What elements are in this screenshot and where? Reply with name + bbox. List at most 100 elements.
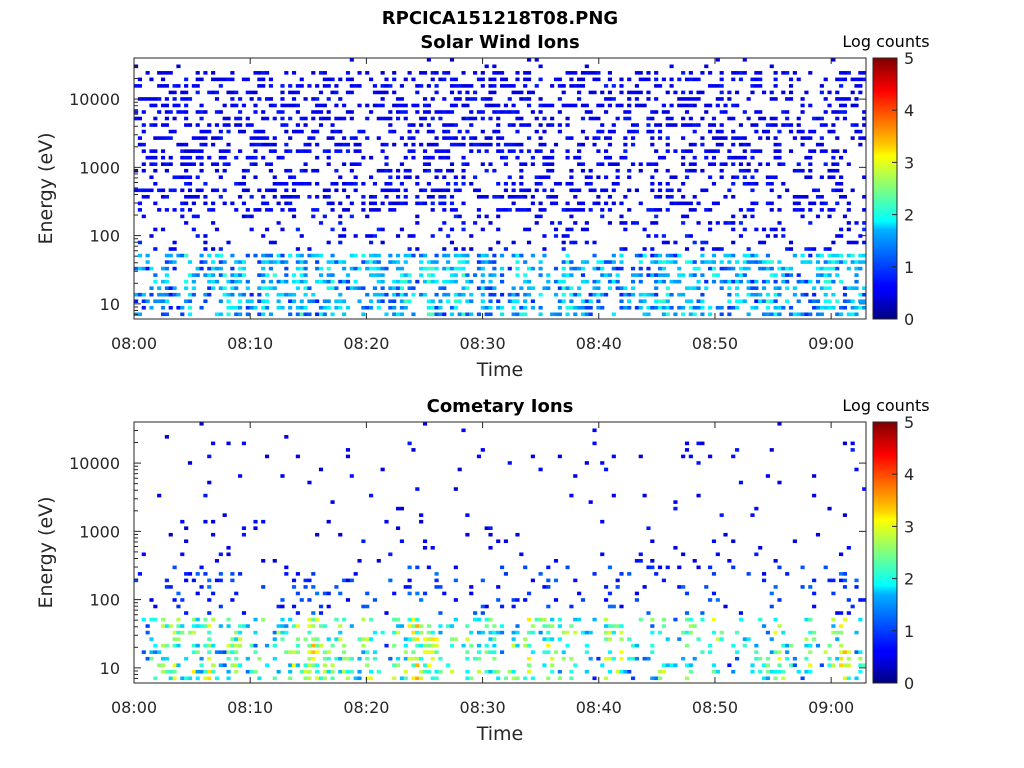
heatmap-cell <box>526 663 532 668</box>
heatmap-cell <box>141 292 146 297</box>
heatmap-cell <box>369 260 374 264</box>
heatmap-cell <box>546 676 551 681</box>
heatmap-cell <box>322 591 327 596</box>
heatmap-cell <box>476 110 482 114</box>
heatmap-cell <box>326 116 331 121</box>
heatmap-cell <box>850 260 855 264</box>
heatmap-cell <box>742 142 747 147</box>
heatmap-cell <box>411 142 416 147</box>
heatmap-cell <box>553 201 559 206</box>
heatmap-cell <box>434 149 439 153</box>
heatmap-cell <box>742 175 747 180</box>
heatmap-cell <box>322 195 327 199</box>
heatmap-cell <box>238 312 243 317</box>
heatmap-cell <box>365 676 370 681</box>
heatmap-cell <box>476 188 482 193</box>
heatmap-cell <box>700 312 705 317</box>
heatmap-cell <box>345 656 351 661</box>
heatmap-cell <box>654 162 659 166</box>
heatmap-cell <box>376 90 381 95</box>
heatmap-cell <box>777 422 782 426</box>
heatmap-cell <box>692 168 697 173</box>
heatmap-cell <box>627 572 632 576</box>
heatmap-cell <box>407 234 412 238</box>
heatmap-cell <box>426 624 431 628</box>
heatmap-cell <box>708 149 713 153</box>
heatmap-cell <box>218 578 223 583</box>
heatmap-cell <box>280 637 285 641</box>
heatmap-cell <box>241 532 247 537</box>
heatmap-cell <box>523 208 528 212</box>
heatmap-cell <box>661 669 666 674</box>
heatmap-cell <box>284 435 289 439</box>
heatmap-cell <box>388 253 393 258</box>
heatmap-cell <box>380 299 385 304</box>
heatmap-cell <box>399 181 404 186</box>
heatmap-cell <box>765 175 770 180</box>
heatmap-cell <box>372 630 378 635</box>
heatmap-cell <box>692 559 697 563</box>
heatmap-cell <box>627 208 632 212</box>
heatmap-cell <box>476 260 482 264</box>
heatmap-cell <box>230 305 235 310</box>
heatmap-cell <box>211 266 216 271</box>
heatmap-cell <box>580 103 586 108</box>
heatmap-cell <box>207 273 212 277</box>
heatmap-cell <box>222 162 227 166</box>
heatmap-cell <box>627 90 632 95</box>
heatmap-cell <box>611 123 616 127</box>
heatmap-cell <box>384 195 389 199</box>
heatmap-cell <box>426 279 431 284</box>
heatmap-cell <box>365 604 370 609</box>
heatmap-cell <box>376 116 381 121</box>
heatmap-cell <box>592 90 597 95</box>
heatmap-cell <box>596 77 601 82</box>
heatmap-cell <box>777 260 782 264</box>
heatmap-cell <box>153 181 158 186</box>
heatmap-cell <box>257 299 262 304</box>
heatmap-cell <box>222 149 227 153</box>
heatmap-cell <box>596 266 601 271</box>
heatmap-cell <box>403 299 408 304</box>
heatmap-cell <box>422 292 428 297</box>
heatmap-cell <box>688 71 693 75</box>
heatmap-cell <box>588 116 593 121</box>
heatmap-cell <box>280 227 285 232</box>
heatmap-cell <box>538 273 543 277</box>
heatmap-cell <box>149 617 154 622</box>
heatmap-cell <box>168 253 173 258</box>
heatmap-cell <box>311 168 316 173</box>
heatmap-cell <box>800 142 805 147</box>
heatmap-cell <box>291 214 297 219</box>
heatmap-cell <box>761 663 767 668</box>
heatmap-cell <box>241 611 247 615</box>
heatmap-cell <box>657 669 663 674</box>
heatmap-cell <box>164 292 169 297</box>
heatmap-cell <box>681 71 686 75</box>
heatmap-cell <box>345 77 351 82</box>
heatmap-cell <box>218 663 223 668</box>
heatmap-cell <box>395 266 401 271</box>
heatmap-cell <box>322 624 327 628</box>
heatmap-cell <box>569 208 574 212</box>
heatmap-cell <box>488 305 493 310</box>
heatmap-cell <box>835 77 840 82</box>
heatmap-cell <box>291 129 297 134</box>
heatmap-cell <box>796 77 801 82</box>
heatmap-cell <box>338 292 343 297</box>
heatmap-cell <box>449 162 455 166</box>
heatmap-cell <box>345 71 351 75</box>
heatmap-cell <box>164 123 169 127</box>
heatmap-cell <box>669 195 674 199</box>
heatmap-cell <box>307 650 312 654</box>
heatmap-cell <box>442 312 447 317</box>
heatmap-cell <box>422 669 428 674</box>
heatmap-cell <box>526 149 532 153</box>
heatmap-cell <box>318 676 324 681</box>
heatmap-cell <box>792 208 797 212</box>
heatmap-cell <box>141 188 146 193</box>
heatmap-cell <box>349 266 354 271</box>
heatmap-cell <box>500 155 505 160</box>
heatmap-cell <box>719 136 724 140</box>
heatmap-cell <box>253 155 258 160</box>
